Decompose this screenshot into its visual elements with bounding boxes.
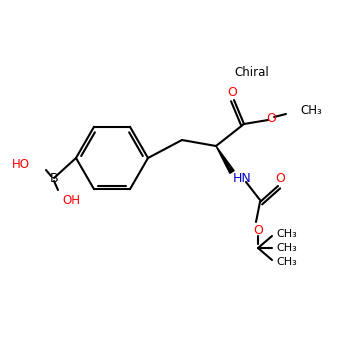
Text: O: O [266,112,276,125]
Text: CH₃: CH₃ [276,229,297,239]
Text: B: B [50,172,58,184]
Text: HO: HO [12,158,30,170]
Text: CH₃: CH₃ [276,243,297,253]
Text: O: O [227,85,237,98]
Polygon shape [216,146,234,173]
Text: O: O [253,224,263,237]
Text: CH₃: CH₃ [276,257,297,267]
Text: CH₃: CH₃ [300,104,322,117]
Text: HN: HN [233,172,251,184]
Text: O: O [275,172,285,184]
Text: Chiral: Chiral [234,65,270,78]
Text: OH: OH [62,194,80,206]
